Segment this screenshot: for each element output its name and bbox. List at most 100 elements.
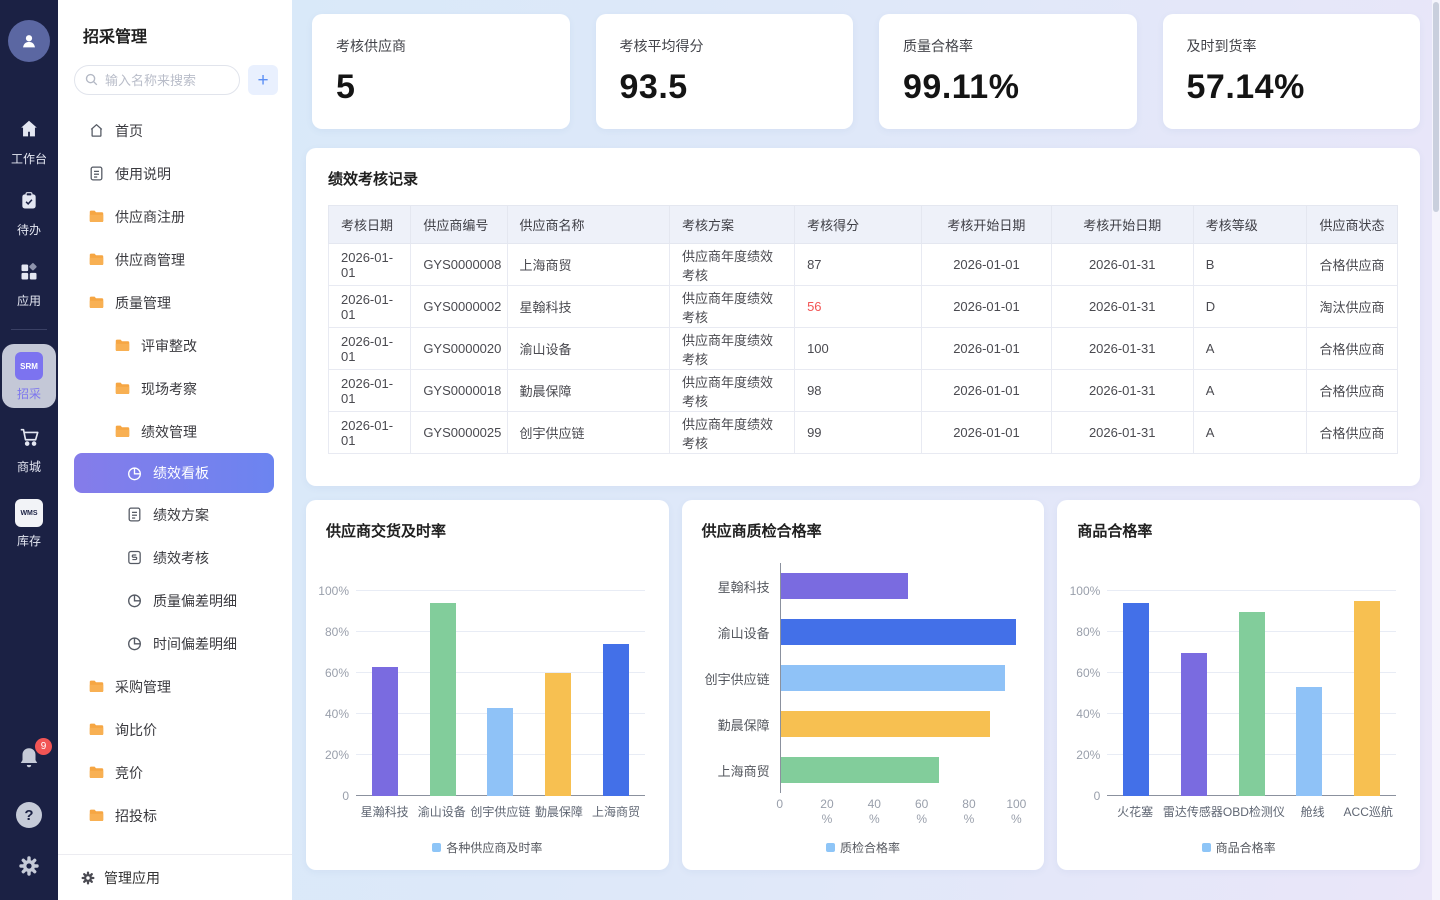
performance-table-card: 绩效考核记录 考核日期 供应商编号 供应商名称 考核方案 考核得分 考核开始日期 考核开始日… <box>306 148 1420 486</box>
table-cell: 供应商年度绩效考核 <box>668 327 796 370</box>
sidebar-item-绩效考核[interactable]: 绩效考核 <box>58 536 292 579</box>
sidebar-item-竞价[interactable]: 竞价 <box>58 751 292 794</box>
sidebar-search-row: + <box>58 47 292 101</box>
sidebar-item-时间偏差明细[interactable]: 时间偏差明细 <box>58 622 292 665</box>
bar-雷达传感器[interactable] <box>1180 652 1207 796</box>
rail-item-mall[interactable]: 商城 <box>2 418 56 481</box>
table-row[interactable]: 2026-01-01 GYS0000008 上海商贸 供应商年度绩效考核 87 2026-… <box>327 243 1398 286</box>
chart-plot: 0 20% 40% 60% 80% 100% <box>1070 584 1396 803</box>
sidebar-item-label: 招投标 <box>115 807 157 824</box>
cart-icon <box>18 426 40 453</box>
bar-row: 星翰科技 <box>702 563 1017 609</box>
table-cell: 勤晨保障 <box>506 369 671 412</box>
bar-星瀚科技[interactable] <box>371 666 398 796</box>
bar-row: 勤晨保障 <box>702 701 1017 747</box>
table-cell: 2026-01-01 <box>921 327 1052 370</box>
bar-舱线[interactable] <box>1296 687 1323 796</box>
bar-勤晨保障[interactable] <box>780 711 991 737</box>
rail-item-label: 工作台 <box>10 152 47 166</box>
sidebar-item-供应商注册[interactable]: 供应商注册 <box>58 195 292 238</box>
settings-button[interactable] <box>17 854 41 878</box>
table-cell: GYS0000020 <box>410 327 508 370</box>
sidebar-item-绩效管理[interactable]: 绩效管理 <box>58 410 292 453</box>
rail-item-procurement[interactable]: SRM 招采 <box>2 344 56 408</box>
sidebar-item-采购管理[interactable]: 采购管理 <box>58 665 292 708</box>
bar-渝山设备[interactable] <box>429 603 456 796</box>
bar-track <box>779 655 1017 701</box>
y-axis-label: 创宇供应链 <box>704 671 770 687</box>
table-cell: D <box>1192 285 1308 328</box>
sidebar-item-label: 竞价 <box>115 764 143 781</box>
x-axis-labels: 火花塞 雷达传感器 OBD检测仪 舱线 ACC巡航 <box>1107 803 1396 820</box>
table-cell: A <box>1192 411 1308 454</box>
sidebar-item-首页[interactable]: 首页 <box>58 109 292 152</box>
bar-星翰科技[interactable] <box>780 573 908 599</box>
help-button[interactable]: ? <box>16 802 42 828</box>
bar-OBD检测仪[interactable] <box>1238 611 1265 796</box>
table-cell: 98 <box>794 369 923 412</box>
sidebar-item-使用说明[interactable]: 使用说明 <box>58 152 292 195</box>
table-cell: 2026-01-31 <box>1050 369 1194 412</box>
chart-legend[interactable]: 商品合格率 <box>1057 839 1420 856</box>
manage-apps-button[interactable]: 管理应用 <box>58 854 292 900</box>
table-row[interactable]: 2026-01-01 GYS0000020 渝山设备 供应商年度绩效考核 100 2026… <box>327 327 1398 370</box>
sidebar-item-现场考察[interactable]: 现场考察 <box>58 367 292 410</box>
rail-divider <box>11 329 47 330</box>
scrollbar-thumb[interactable] <box>1433 2 1439 212</box>
x-axis-label: 星瀚科技 <box>360 805 409 819</box>
add-button[interactable]: + <box>248 65 278 95</box>
sidebar-item-绩效方案[interactable]: 绩效方案 <box>58 493 292 536</box>
bar-火花塞[interactable] <box>1123 603 1150 796</box>
table-row[interactable]: 2026-01-01 GYS0000018 勤晨保障 供应商年度绩效考核 98 2026-… <box>327 369 1398 412</box>
sidebar-item-label: 质量管理 <box>115 294 171 311</box>
bar-ACC巡航[interactable] <box>1354 601 1381 796</box>
folder-icon <box>88 678 105 695</box>
table-cell: GYS0000002 <box>410 285 508 328</box>
chart-legend[interactable]: 各种供应商及时率 <box>306 839 669 856</box>
sidebar-item-评审整改[interactable]: 评审整改 <box>58 324 292 367</box>
bar-track <box>779 563 1017 609</box>
sidebar-item-质量管理[interactable]: 质量管理 <box>58 281 292 324</box>
pie-chart-icon <box>126 592 143 609</box>
table-row[interactable]: 2026-01-01 GYS0000002 星翰科技 供应商年度绩效考核 56 2026-… <box>327 285 1398 328</box>
scrollbar[interactable] <box>1432 0 1440 900</box>
bar-渝山设备[interactable] <box>780 619 1017 645</box>
chart-legend[interactable]: 质检合格率 <box>682 839 1045 856</box>
table-row[interactable]: 2026-01-01 GYS0000025 创宇供应链 供应商年度绩效考核 99 2026… <box>327 411 1398 454</box>
bar-上海商贸[interactable] <box>602 644 629 796</box>
table-cell: A <box>1192 369 1308 412</box>
stat-card-2: 质量合格率 99.11% <box>879 14 1137 129</box>
charts-row: 供应商交货及时率 0 20% 40% 60% 80% 100% 星瀚科技 渝山设备 创宇供应链 勤晨… <box>306 500 1420 870</box>
rail-item-apps[interactable]: 应用 <box>2 254 56 315</box>
table-cell: 2026-01-01 <box>327 285 412 328</box>
user-avatar[interactable] <box>8 20 50 62</box>
rail-item-todo[interactable]: 待办 <box>2 183 56 244</box>
pie-chart-icon <box>126 465 143 482</box>
bar-创宇供应链[interactable] <box>487 707 514 796</box>
app-rail: 工作台待办应用 SRM 招采商城 WMS 库存 9 ? <box>0 0 58 900</box>
x-axis-label: 舱线 <box>1300 805 1325 819</box>
stat-value: 99.11% <box>903 68 1020 106</box>
rail-item-inventory[interactable]: WMS 库存 <box>2 491 56 555</box>
notifications-button[interactable]: 9 <box>16 738 52 776</box>
stat-card-0: 考核供应商 5 <box>312 14 570 129</box>
rail-item-workbench[interactable]: 工作台 <box>2 110 56 173</box>
search-input[interactable] <box>74 65 240 95</box>
sidebar-item-招投标[interactable]: 招投标 <box>58 794 292 837</box>
bar-勤晨保障[interactable] <box>545 673 572 796</box>
gridline <box>356 672 645 673</box>
sidebar-item-询比价[interactable]: 询比价 <box>58 708 292 751</box>
table-cell: 淘汰供应商 <box>1306 285 1398 328</box>
table-cell: 2026-01-31 <box>1050 285 1194 328</box>
notification-badge: 9 <box>35 738 52 755</box>
stat-card-3: 及时到货率 57.14% <box>1162 14 1420 129</box>
bar-创宇供应链[interactable] <box>780 665 1005 691</box>
sidebar-item-绩效看板[interactable]: 绩效看板 <box>74 453 274 493</box>
sidebar-item-供应商管理[interactable]: 供应商管理 <box>58 238 292 281</box>
table-cell: 2026-01-01 <box>921 411 1052 454</box>
y-axis-tick: 60% <box>1076 666 1101 680</box>
bar-上海商贸[interactable] <box>780 757 939 783</box>
sidebar-item-质量偏差明细[interactable]: 质量偏差明细 <box>58 579 292 622</box>
module-sidebar: 招采管理 + 首页使用说明供应商注册供应商管理质量管理评审整改现场考察绩效管理绩… <box>58 0 292 900</box>
table-cell: 2026-01-31 <box>1050 243 1194 286</box>
